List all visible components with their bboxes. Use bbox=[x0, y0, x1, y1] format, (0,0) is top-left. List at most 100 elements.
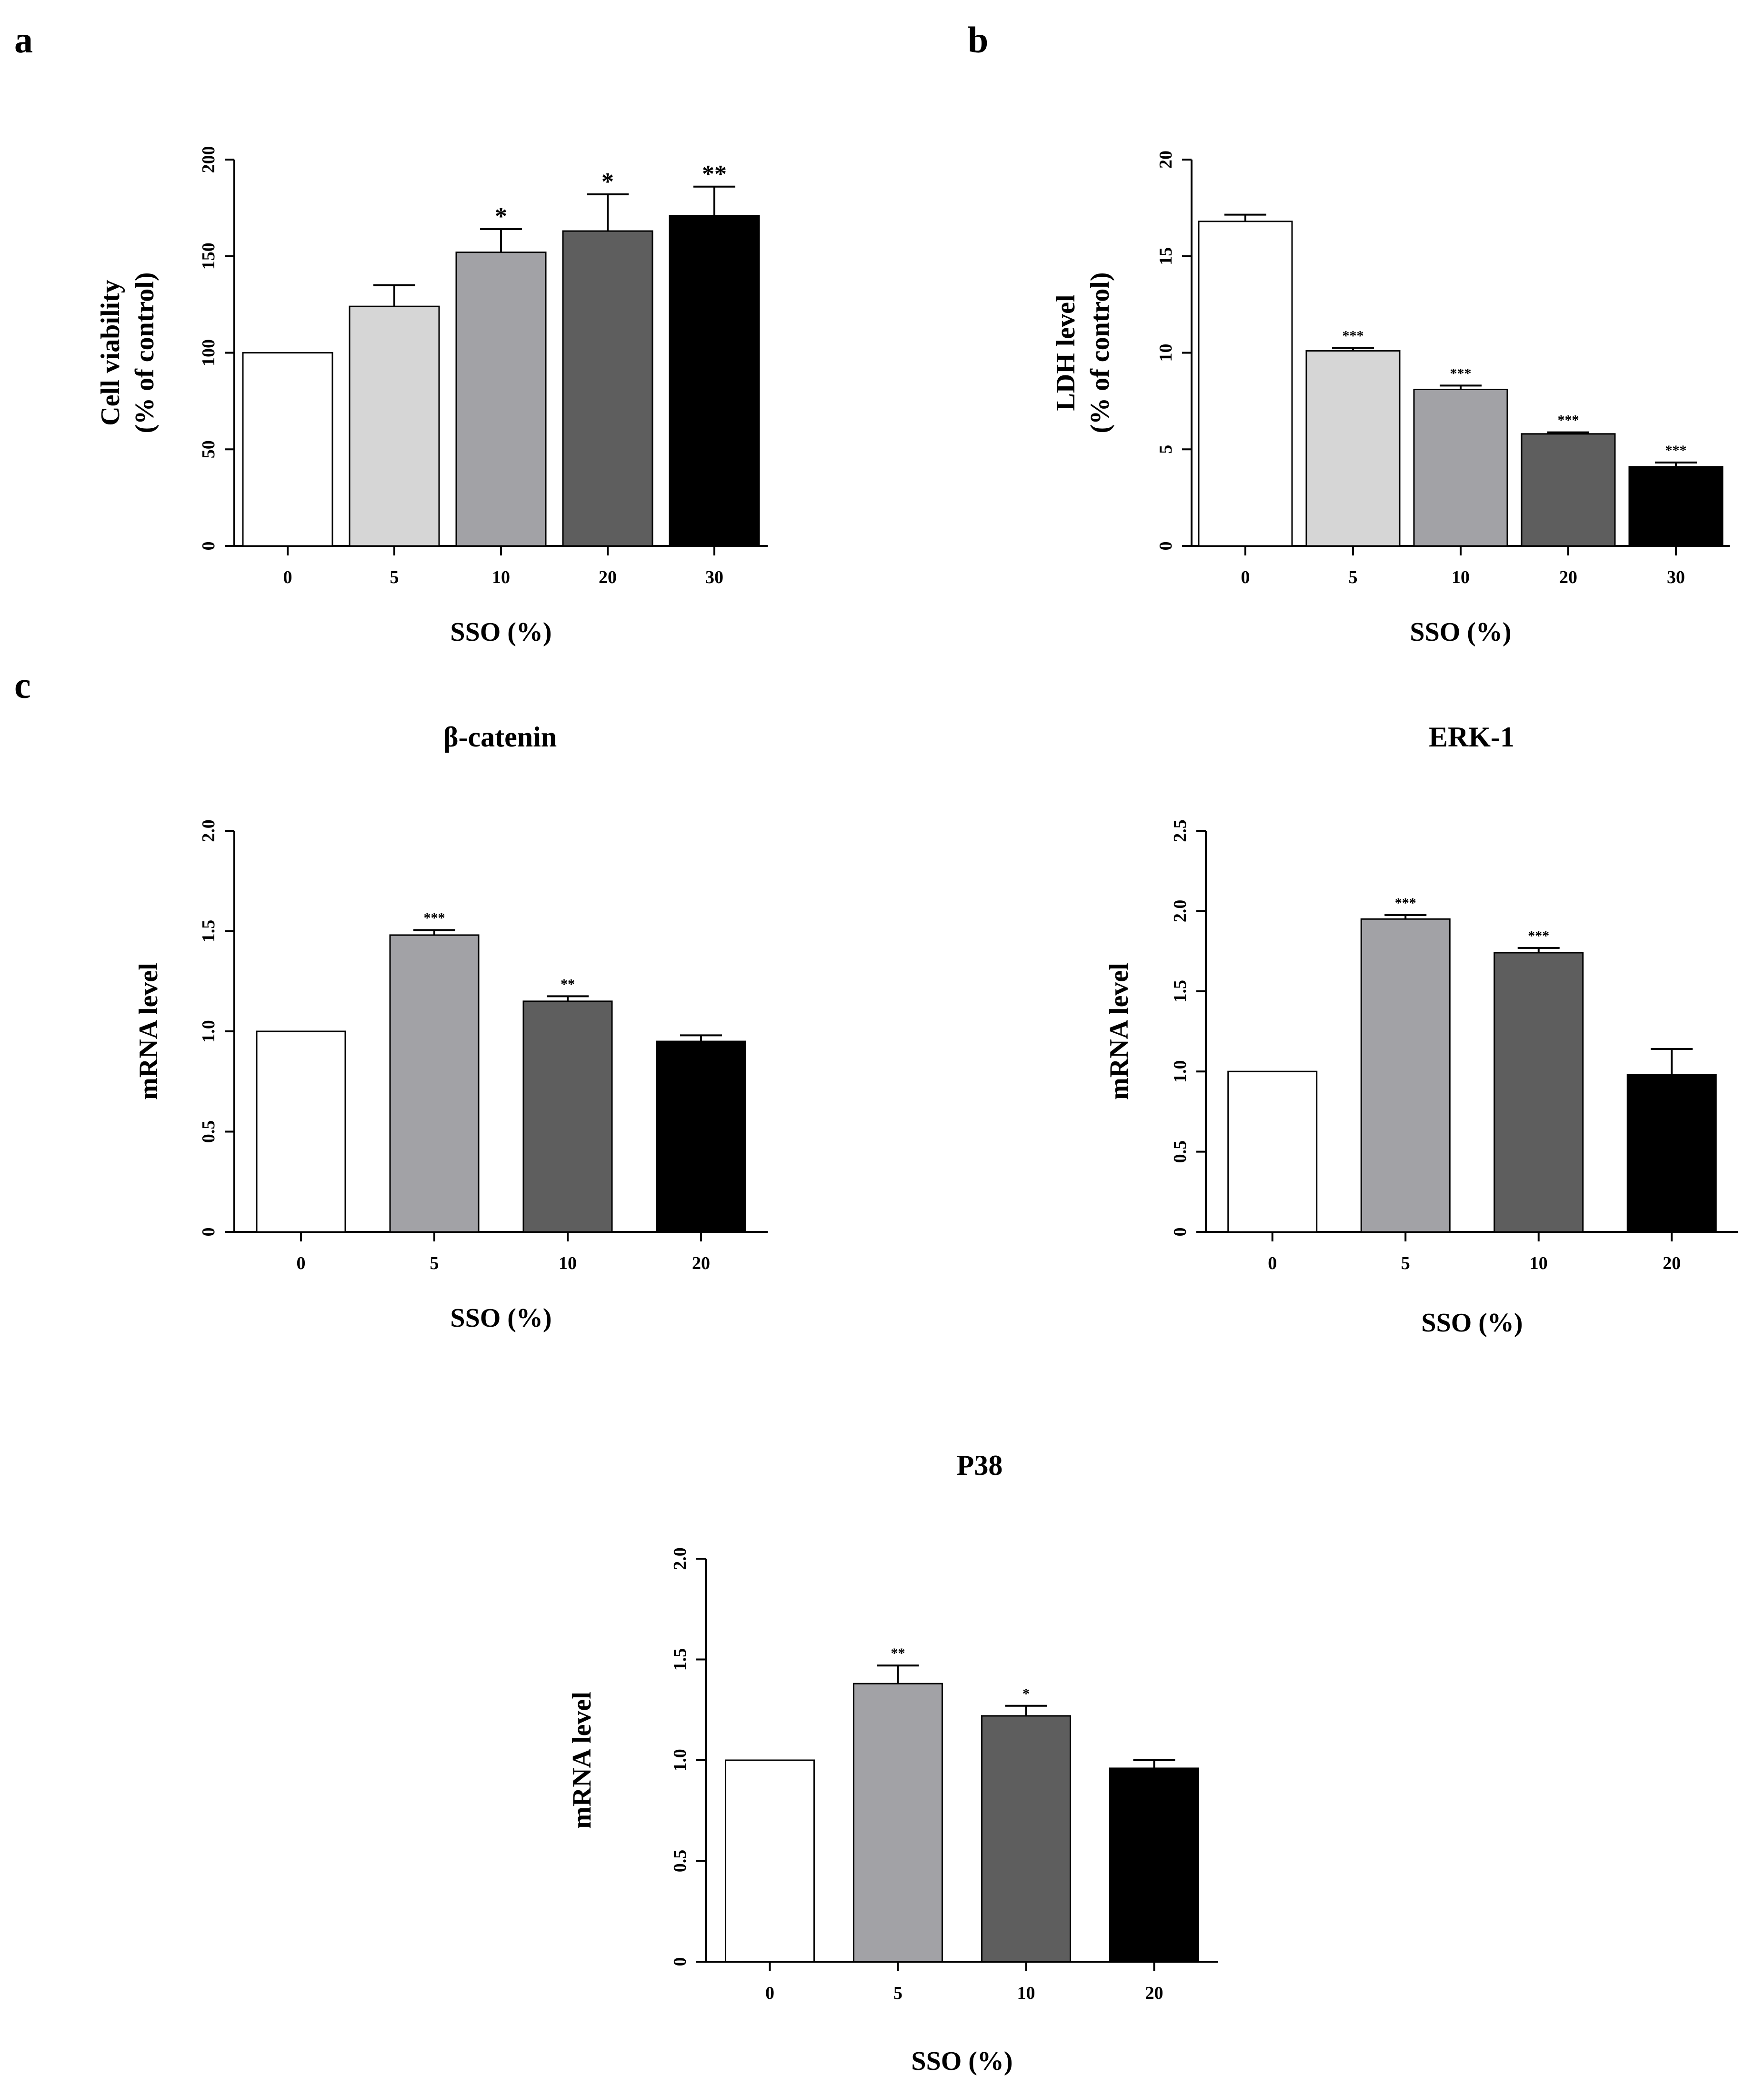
bar-10 bbox=[981, 1715, 1071, 1963]
y-tick-label: 0 bbox=[1156, 542, 1176, 551]
significance-mark: ** bbox=[891, 1645, 905, 1661]
bar-5 bbox=[1305, 350, 1401, 547]
panel-label: c bbox=[14, 665, 31, 706]
bar-10 bbox=[1413, 389, 1508, 547]
significance-mark: * bbox=[495, 203, 507, 230]
y-tick-label: 10 bbox=[1156, 344, 1176, 362]
x-tick-label: 0 bbox=[283, 567, 292, 587]
x-tick-label: 20 bbox=[599, 567, 617, 587]
y-tick-label: 1.5 bbox=[670, 1648, 690, 1671]
significance-mark: *** bbox=[1528, 928, 1549, 944]
bar-30 bbox=[1628, 466, 1724, 547]
x-tick-label: 0 bbox=[297, 1253, 306, 1273]
chart-panel-2: b 0 5 10 15 20 0 5 *** 10 *** 20 *** 30 *** SSO (%) LDH … bbox=[968, 19, 1730, 647]
significance-mark: * bbox=[601, 168, 614, 195]
chart-panel-3: c β-catenin 0 0.5 1.0 1.5 2.0 0 5 *** 10 ** 20 SSO (%… bbox=[14, 665, 768, 1333]
significance-mark: *** bbox=[1665, 443, 1687, 458]
bar-20 bbox=[1109, 1767, 1199, 1963]
x-axis-label: SSO (%) bbox=[1410, 617, 1511, 647]
x-tick-label: 10 bbox=[492, 567, 510, 587]
y-axis-label: Cell viability bbox=[96, 280, 125, 425]
significance-mark: *** bbox=[424, 910, 445, 926]
y-tick-label: 150 bbox=[199, 242, 219, 270]
bar-20 bbox=[562, 230, 653, 547]
y-tick-label: 2.5 bbox=[1170, 819, 1190, 842]
y-tick-label: 2.0 bbox=[1170, 900, 1190, 923]
significance-mark: * bbox=[1022, 1686, 1030, 1702]
x-tick-label: 20 bbox=[1663, 1253, 1681, 1273]
y-axis-label: LDH level bbox=[1051, 294, 1081, 411]
y-tick-label: 0 bbox=[1170, 1228, 1190, 1237]
y-tick-label: 1.5 bbox=[199, 920, 219, 943]
x-tick-label: 5 bbox=[390, 567, 399, 587]
chart-panel-1: a 0 50 100 150 200 0 5 10 * 20 * 30 ** SSO (%) Cell via… bbox=[14, 19, 768, 647]
x-axis-label: SSO (%) bbox=[1421, 1308, 1523, 1338]
y-tick-label: 20 bbox=[1156, 151, 1176, 169]
y-tick-label: 15 bbox=[1156, 247, 1176, 265]
x-tick-label: 10 bbox=[1452, 567, 1470, 587]
y-tick-label: 0 bbox=[199, 1228, 219, 1237]
y-tick-label: 5 bbox=[1156, 445, 1176, 454]
bar-5 bbox=[1360, 918, 1451, 1233]
x-tick-label: 5 bbox=[893, 1983, 902, 2003]
chart-title: β-catenin bbox=[443, 721, 557, 753]
x-tick-label: 0 bbox=[765, 1983, 774, 2003]
bar-0 bbox=[256, 1030, 346, 1233]
significance-mark: ** bbox=[702, 161, 727, 188]
panel-label: b bbox=[968, 19, 988, 60]
y-tick-label: 0.5 bbox=[1170, 1140, 1190, 1163]
y-axis-label: mRNA level bbox=[134, 963, 163, 1100]
bar-0 bbox=[1198, 221, 1293, 547]
bar-20 bbox=[1626, 1074, 1717, 1233]
y-tick-label: 100 bbox=[199, 339, 219, 366]
bar-5 bbox=[853, 1683, 943, 1963]
y-tick-label: 0 bbox=[670, 1957, 690, 1966]
x-tick-label: 0 bbox=[1268, 1253, 1277, 1273]
bar-20 bbox=[656, 1040, 746, 1233]
x-tick-label: 10 bbox=[1017, 1983, 1035, 2003]
y-tick-label: 1.0 bbox=[199, 1020, 219, 1043]
y-tick-label: 200 bbox=[199, 146, 219, 173]
x-tick-label: 10 bbox=[559, 1253, 577, 1273]
y-tick-label: 0 bbox=[199, 542, 219, 551]
bar-0 bbox=[1227, 1070, 1318, 1233]
x-axis-label: SSO (%) bbox=[450, 1303, 551, 1333]
y-axis-label: (% of control) bbox=[130, 272, 160, 434]
panel-label: a bbox=[14, 19, 33, 60]
y-tick-label: 2.0 bbox=[199, 819, 219, 842]
chart-panel-4: ERK-1 0 0.5 1.0 1.5 2.0 2.5 0 5 *** 10 *** 20 SSO (%)… bbox=[1104, 721, 1738, 1338]
y-axis-label: (% of control) bbox=[1085, 272, 1115, 434]
x-tick-label: 5 bbox=[1401, 1253, 1410, 1273]
y-tick-label: 0.5 bbox=[199, 1120, 219, 1143]
bar-5 bbox=[389, 934, 480, 1233]
bar-10 bbox=[522, 1000, 613, 1233]
x-tick-label: 0 bbox=[1241, 567, 1250, 587]
significance-mark: *** bbox=[1395, 895, 1416, 911]
y-tick-label: 1.0 bbox=[1170, 1060, 1190, 1083]
x-tick-label: 20 bbox=[1145, 1983, 1163, 2003]
y-axis-label: mRNA level bbox=[567, 1692, 597, 1829]
x-axis-label: SSO (%) bbox=[450, 617, 551, 647]
y-axis-label: mRNA level bbox=[1104, 963, 1134, 1100]
bar-10 bbox=[455, 252, 547, 547]
bar-0 bbox=[725, 1759, 815, 1963]
x-axis-label: SSO (%) bbox=[911, 2047, 1012, 2076]
significance-mark: ** bbox=[561, 976, 575, 992]
x-tick-label: 5 bbox=[1349, 567, 1358, 587]
significance-mark: *** bbox=[1343, 328, 1364, 343]
x-tick-label: 20 bbox=[1559, 567, 1577, 587]
significance-mark: *** bbox=[1558, 413, 1579, 428]
x-tick-label: 20 bbox=[692, 1253, 710, 1273]
y-tick-label: 1.0 bbox=[670, 1749, 690, 1772]
y-tick-label: 50 bbox=[199, 440, 219, 458]
x-tick-label: 30 bbox=[1667, 567, 1685, 587]
x-tick-label: 10 bbox=[1530, 1253, 1548, 1273]
y-tick-label: 2.0 bbox=[670, 1547, 690, 1570]
x-tick-label: 5 bbox=[430, 1253, 439, 1273]
bar-30 bbox=[669, 215, 760, 547]
chart-panel-5: P38 0 0.5 1.0 1.5 2.0 0 5 ** 10 * 20 SSO (%) mRNA lev… bbox=[567, 1450, 1218, 2076]
bar-0 bbox=[242, 352, 333, 547]
bar-10 bbox=[1493, 952, 1584, 1233]
bar-5 bbox=[349, 305, 440, 547]
